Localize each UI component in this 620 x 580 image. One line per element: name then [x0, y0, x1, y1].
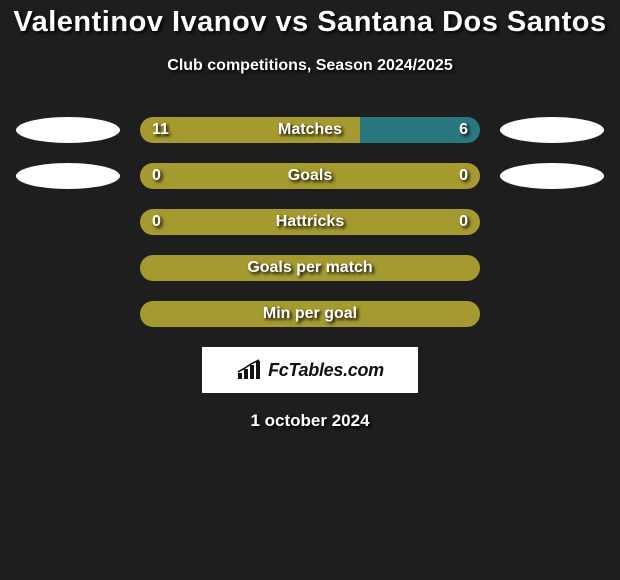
player-right-ellipse: [500, 117, 604, 143]
source-badge-text: FcTables.com: [268, 360, 384, 381]
stat-row: Min per goal: [0, 301, 620, 327]
stat-bar: 0Hattricks0: [140, 209, 480, 235]
stat-row: 0Hattricks0: [0, 209, 620, 235]
page-title: Valentinov Ivanov vs Santana Dos Santos: [0, 6, 620, 39]
stat-label: Matches: [140, 117, 480, 143]
source-badge: FcTables.com: [202, 347, 418, 393]
stat-row: 0Goals0: [0, 163, 620, 189]
player-left-ellipse: [16, 163, 120, 189]
bar-chart-icon: [236, 359, 262, 381]
stat-right-value: 0: [459, 163, 468, 189]
stat-bar: 11Matches6: [140, 117, 480, 143]
player-left-ellipse: [16, 117, 120, 143]
subtitle: Club competitions, Season 2024/2025: [0, 57, 620, 75]
stat-bar: Min per goal: [140, 301, 480, 327]
stat-label: Goals per match: [140, 255, 480, 281]
stat-bar: Goals per match: [140, 255, 480, 281]
stat-bar: 0Goals0: [140, 163, 480, 189]
generated-date: 1 october 2024: [0, 411, 620, 431]
stat-label: Hattricks: [140, 209, 480, 235]
stat-right-value: 0: [459, 209, 468, 235]
player-right-ellipse: [500, 163, 604, 189]
stat-right-value: 6: [459, 117, 468, 143]
stat-row: Goals per match: [0, 255, 620, 281]
stat-label: Min per goal: [140, 301, 480, 327]
stat-label: Goals: [140, 163, 480, 189]
stat-row: 11Matches6: [0, 117, 620, 143]
